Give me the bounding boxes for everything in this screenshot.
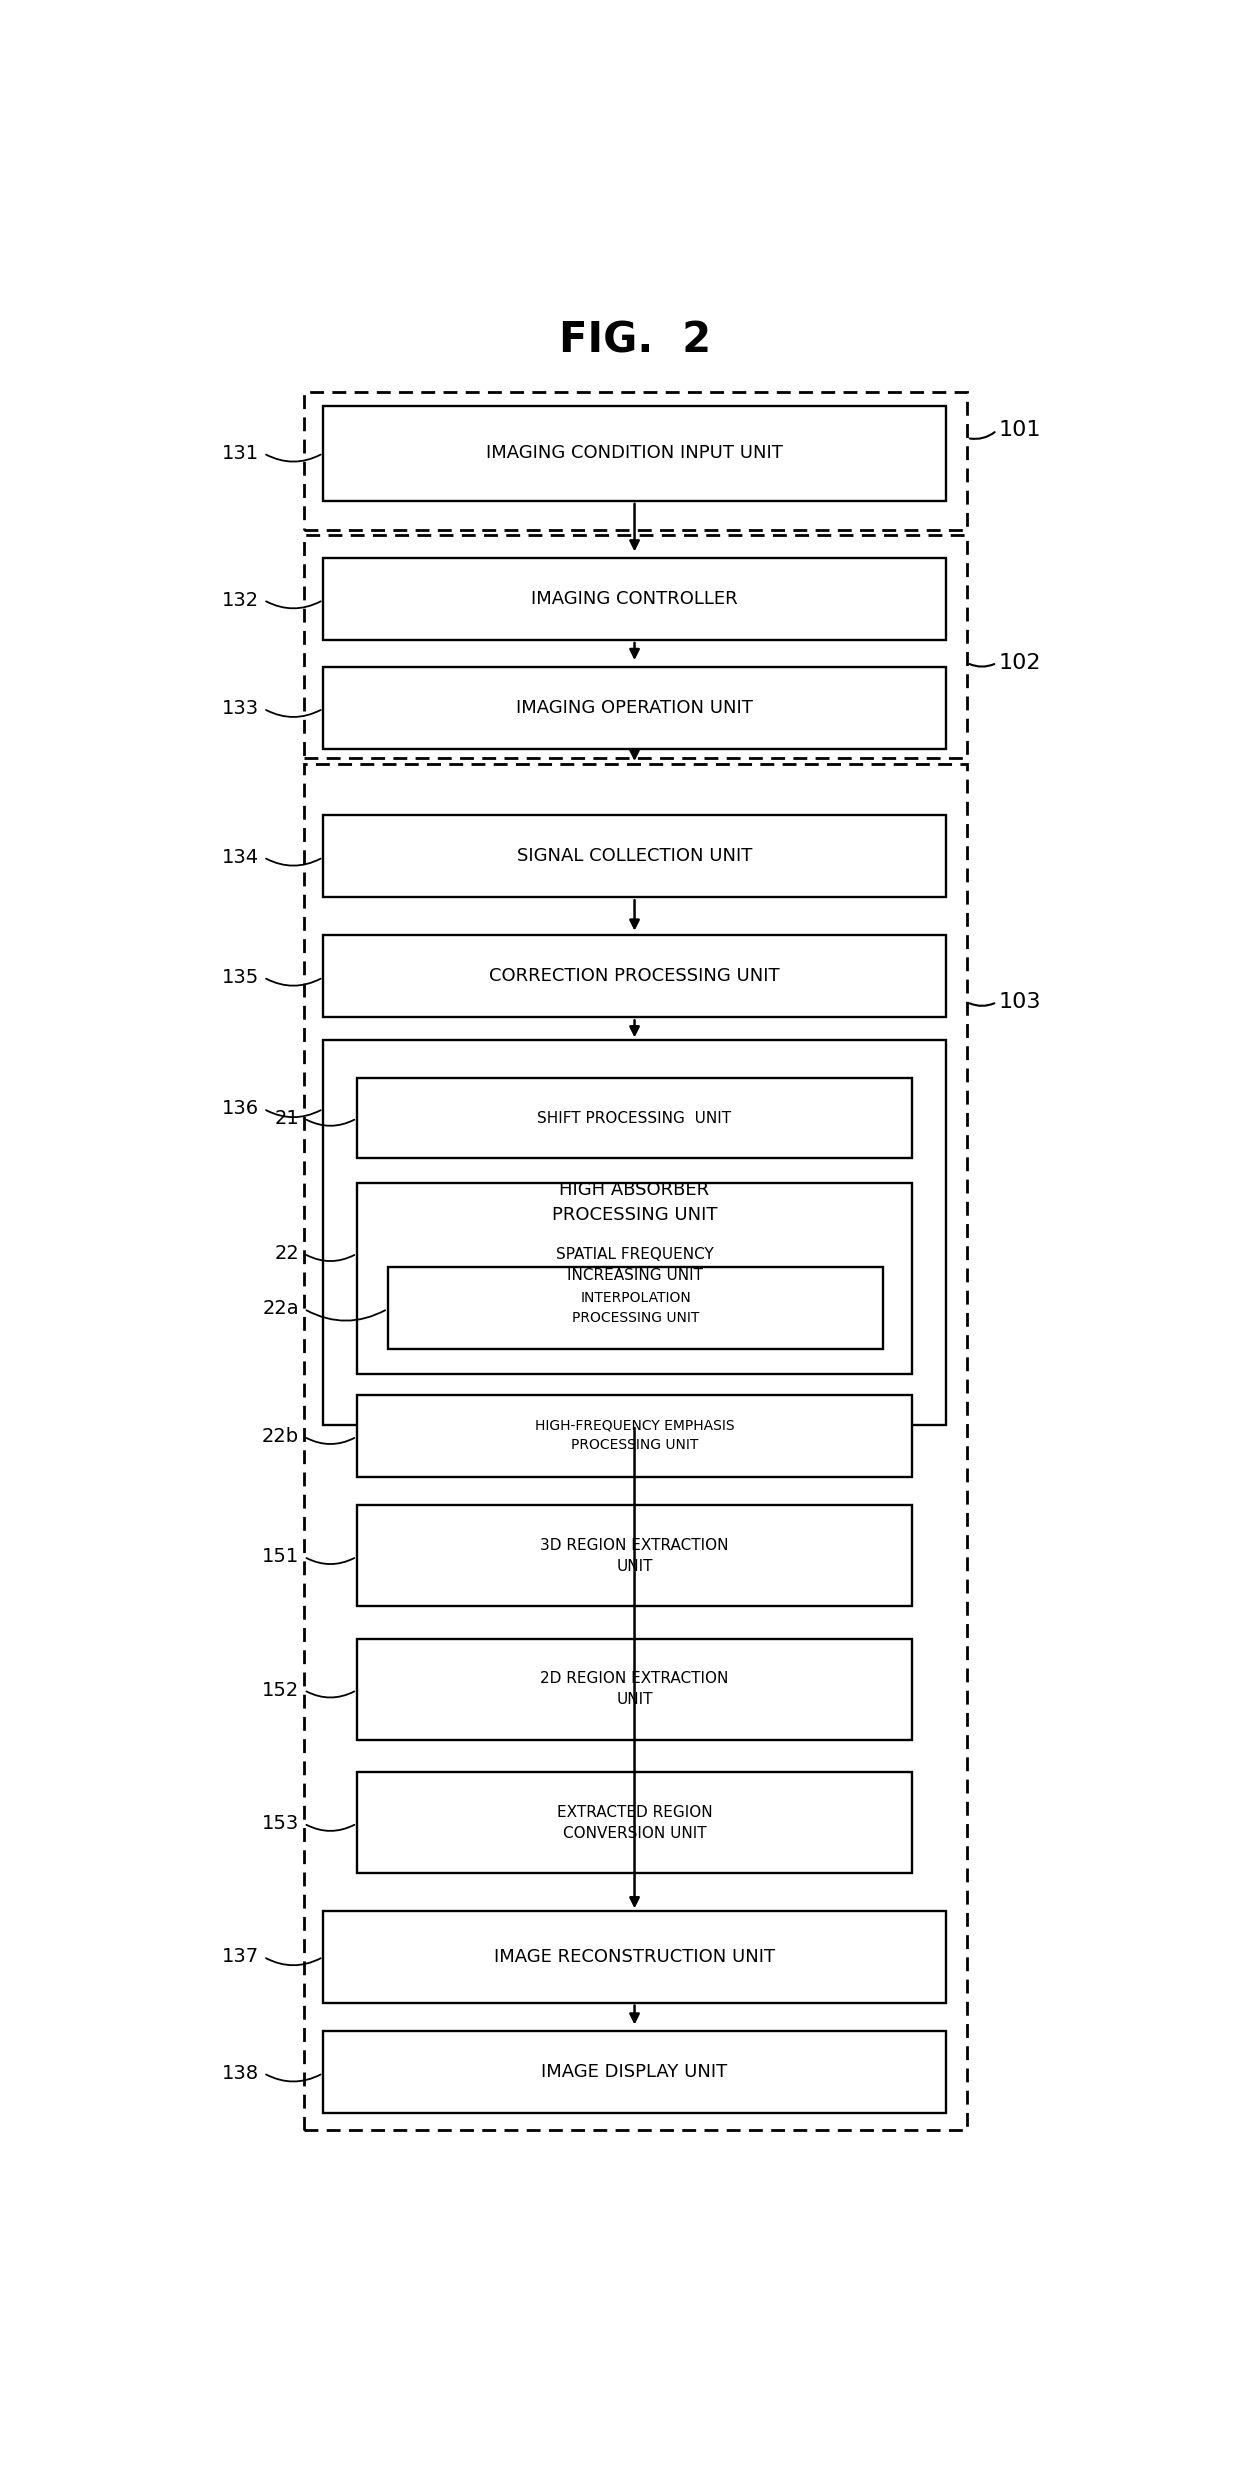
Bar: [324, 2032, 946, 2114]
Bar: [324, 406, 946, 500]
Text: 22b: 22b: [262, 1428, 299, 1445]
Bar: [324, 814, 946, 898]
Text: SPATIAL FREQUENCY
INCREASING UNIT: SPATIAL FREQUENCY INCREASING UNIT: [556, 1247, 713, 1282]
Text: 137: 137: [222, 1948, 259, 1968]
Text: IMAGING CONTROLLER: IMAGING CONTROLLER: [531, 589, 738, 609]
Text: IMAGE RECONSTRUCTION UNIT: IMAGE RECONSTRUCTION UNIT: [494, 1948, 775, 1965]
Text: SIGNAL COLLECTION UNIT: SIGNAL COLLECTION UNIT: [517, 846, 753, 866]
Text: 2D REGION EXTRACTION
UNIT: 2D REGION EXTRACTION UNIT: [541, 1671, 729, 1708]
Bar: [357, 1183, 913, 1374]
Text: EXTRACTED REGION
CONVERSION UNIT: EXTRACTED REGION CONVERSION UNIT: [557, 1804, 712, 1841]
Bar: [304, 765, 967, 2131]
Text: 101: 101: [998, 421, 1042, 441]
Text: FIG.  2: FIG. 2: [559, 319, 712, 361]
Bar: [324, 936, 946, 1017]
Text: 138: 138: [222, 2064, 259, 2081]
Text: HIGH-FREQUENCY EMPHASIS
PROCESSING UNIT: HIGH-FREQUENCY EMPHASIS PROCESSING UNIT: [534, 1418, 734, 1453]
Bar: [357, 1505, 913, 1606]
Text: 153: 153: [262, 1814, 299, 1834]
Bar: [357, 1079, 913, 1158]
Text: 132: 132: [222, 592, 259, 609]
Bar: [324, 557, 946, 641]
Text: IMAGING OPERATION UNIT: IMAGING OPERATION UNIT: [516, 698, 753, 718]
Bar: [357, 1396, 913, 1478]
Bar: [357, 1772, 913, 1874]
Bar: [304, 394, 967, 530]
Text: 135: 135: [222, 968, 259, 988]
Text: 102: 102: [998, 653, 1042, 673]
Text: 3D REGION EXTRACTION
UNIT: 3D REGION EXTRACTION UNIT: [541, 1537, 729, 1574]
Text: 103: 103: [998, 992, 1042, 1012]
Text: CORRECTION PROCESSING UNIT: CORRECTION PROCESSING UNIT: [490, 968, 780, 985]
Text: 133: 133: [222, 698, 259, 718]
Text: 152: 152: [262, 1681, 299, 1700]
Text: 134: 134: [222, 849, 259, 866]
Text: IMAGING CONDITION INPUT UNIT: IMAGING CONDITION INPUT UNIT: [486, 446, 782, 463]
Text: 136: 136: [222, 1099, 259, 1119]
Text: HIGH ABSORBER
PROCESSING UNIT: HIGH ABSORBER PROCESSING UNIT: [552, 1181, 717, 1223]
Text: 131: 131: [222, 443, 259, 463]
Bar: [324, 1911, 946, 2002]
Text: INTERPOLATION
PROCESSING UNIT: INTERPOLATION PROCESSING UNIT: [572, 1292, 699, 1324]
Text: IMAGE DISPLAY UNIT: IMAGE DISPLAY UNIT: [542, 2064, 728, 2081]
Text: 22: 22: [274, 1245, 299, 1262]
Text: 151: 151: [262, 1547, 299, 1567]
Bar: [388, 1267, 883, 1349]
Bar: [304, 535, 967, 757]
Bar: [324, 666, 946, 747]
Bar: [324, 1040, 946, 1426]
Bar: [357, 1638, 913, 1740]
Text: SHIFT PROCESSING  UNIT: SHIFT PROCESSING UNIT: [537, 1111, 732, 1126]
Text: 21: 21: [274, 1109, 299, 1129]
Text: 22a: 22a: [263, 1299, 299, 1319]
